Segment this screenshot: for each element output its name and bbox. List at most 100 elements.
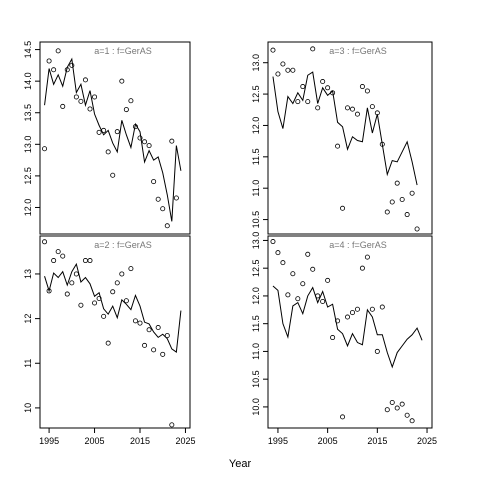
observed-point: [105, 340, 111, 346]
observed-point: [160, 206, 166, 212]
observed-point: [151, 179, 157, 185]
panel-title: a=4 : f=GerAS: [329, 240, 387, 250]
panel-1: a=1 : f=GerAS 12.0 12.5 13.0 13.5 14.0 14.5: [23, 41, 191, 235]
panel-title: a=2 : f=GerAS: [94, 240, 152, 250]
observed-point: [151, 347, 157, 353]
y-tick-label: 14.5: [23, 41, 33, 59]
y-tick-label: 13.0: [23, 136, 33, 154]
observed-point: [409, 190, 415, 196]
y-tick-label: 13.0: [251, 54, 261, 72]
y-tick-label: 14.0: [23, 72, 33, 90]
observed-point: [92, 300, 98, 306]
observed-point: [280, 61, 286, 67]
observed-point: [310, 266, 316, 272]
observed-point: [335, 143, 341, 149]
observed-point: [114, 129, 120, 135]
model-fit-line: [272, 285, 423, 369]
observed-point: [354, 306, 360, 312]
y-tick-label: 11.0: [251, 180, 261, 197]
observed-point: [305, 251, 311, 257]
observed-point: [275, 71, 281, 77]
y-tick-label: 12.5: [251, 85, 261, 103]
observed-point: [51, 258, 57, 264]
y-tick-label: 10.0: [251, 398, 261, 416]
observed-point: [132, 318, 138, 324]
panel-frame: [267, 41, 433, 235]
y-tick-label: 11.5: [251, 148, 261, 165]
observed-point: [87, 106, 93, 112]
observed-point: [315, 105, 321, 111]
observed-point: [119, 78, 125, 84]
y-tick-label: 10.5: [251, 370, 261, 388]
observed-point: [300, 281, 306, 287]
panel-2: a=3 : f=GerAS 10.5 11.0 11.5 12.0 12.5 13.0: [251, 41, 433, 235]
observed-point: [55, 48, 61, 54]
observed-point: [369, 306, 375, 312]
observed-point: [399, 196, 405, 202]
y-tick-label: 13: [23, 269, 33, 279]
observed-point: [123, 298, 129, 304]
model-fit-line: [272, 71, 418, 186]
x-tick-label: 2005: [85, 436, 105, 446]
observed-point: [87, 258, 93, 264]
x-tick-label: 2025: [417, 436, 437, 446]
x-tick-label: 2015: [367, 436, 387, 446]
y-tick-label: 12.0: [23, 199, 33, 217]
observed-point: [325, 277, 331, 283]
observed-point: [110, 289, 116, 295]
observed-point: [69, 62, 75, 68]
panel-frame: [267, 235, 433, 429]
y-tick-label: 12: [23, 314, 33, 324]
panel-title: a=1 : f=GerAS: [94, 46, 152, 56]
y-tick-label: 11.5: [251, 315, 261, 332]
observed-point: [275, 250, 281, 256]
observed-point: [369, 104, 375, 110]
observed-point: [78, 302, 84, 308]
observed-point: [359, 265, 365, 271]
observed-point: [51, 67, 57, 73]
observed-point: [82, 77, 88, 83]
y-tick-label: 12.0: [251, 287, 261, 305]
observed-point: [295, 296, 301, 302]
observed-point: [78, 98, 84, 104]
observed-point: [42, 239, 48, 245]
observed-point: [364, 254, 370, 260]
y-tick-label: 12.5: [251, 259, 261, 277]
observed-point: [96, 129, 102, 135]
observed-point: [290, 67, 296, 73]
observed-point: [394, 405, 400, 411]
observed-point: [270, 239, 276, 245]
observed-point: [345, 314, 351, 320]
observed-point: [345, 105, 351, 111]
observed-point: [270, 47, 276, 53]
y-tick-label: 13.5: [23, 104, 33, 122]
observed-point: [330, 335, 336, 341]
observed-point: [142, 139, 148, 145]
observed-point: [164, 333, 170, 339]
observed-point: [384, 209, 390, 215]
panel-title: a=3 : f=GerAS: [329, 46, 387, 56]
model-fit-line: [44, 262, 182, 353]
observed-point: [73, 271, 79, 277]
observed-point: [64, 291, 70, 297]
observed-point: [73, 94, 79, 100]
observed-point: [414, 226, 420, 232]
observed-point: [389, 399, 395, 405]
y-tick-label: 10.5: [251, 211, 261, 229]
observed-point: [359, 84, 365, 90]
observed-point: [354, 111, 360, 117]
observed-point: [409, 418, 415, 424]
panel-4: a=4 : f=GerAS 10.0 10.5 11.0 11.5 12.0 12.5 13.…: [251, 232, 437, 446]
observed-point: [173, 195, 179, 201]
observed-point: [340, 414, 346, 420]
observed-point: [137, 320, 143, 326]
observed-point: [105, 149, 111, 155]
observed-point: [169, 422, 175, 428]
observed-point: [340, 205, 346, 211]
observed-point: [46, 58, 52, 64]
observed-point: [69, 280, 75, 286]
observed-point: [300, 84, 306, 90]
panel-frame: [39, 235, 191, 429]
